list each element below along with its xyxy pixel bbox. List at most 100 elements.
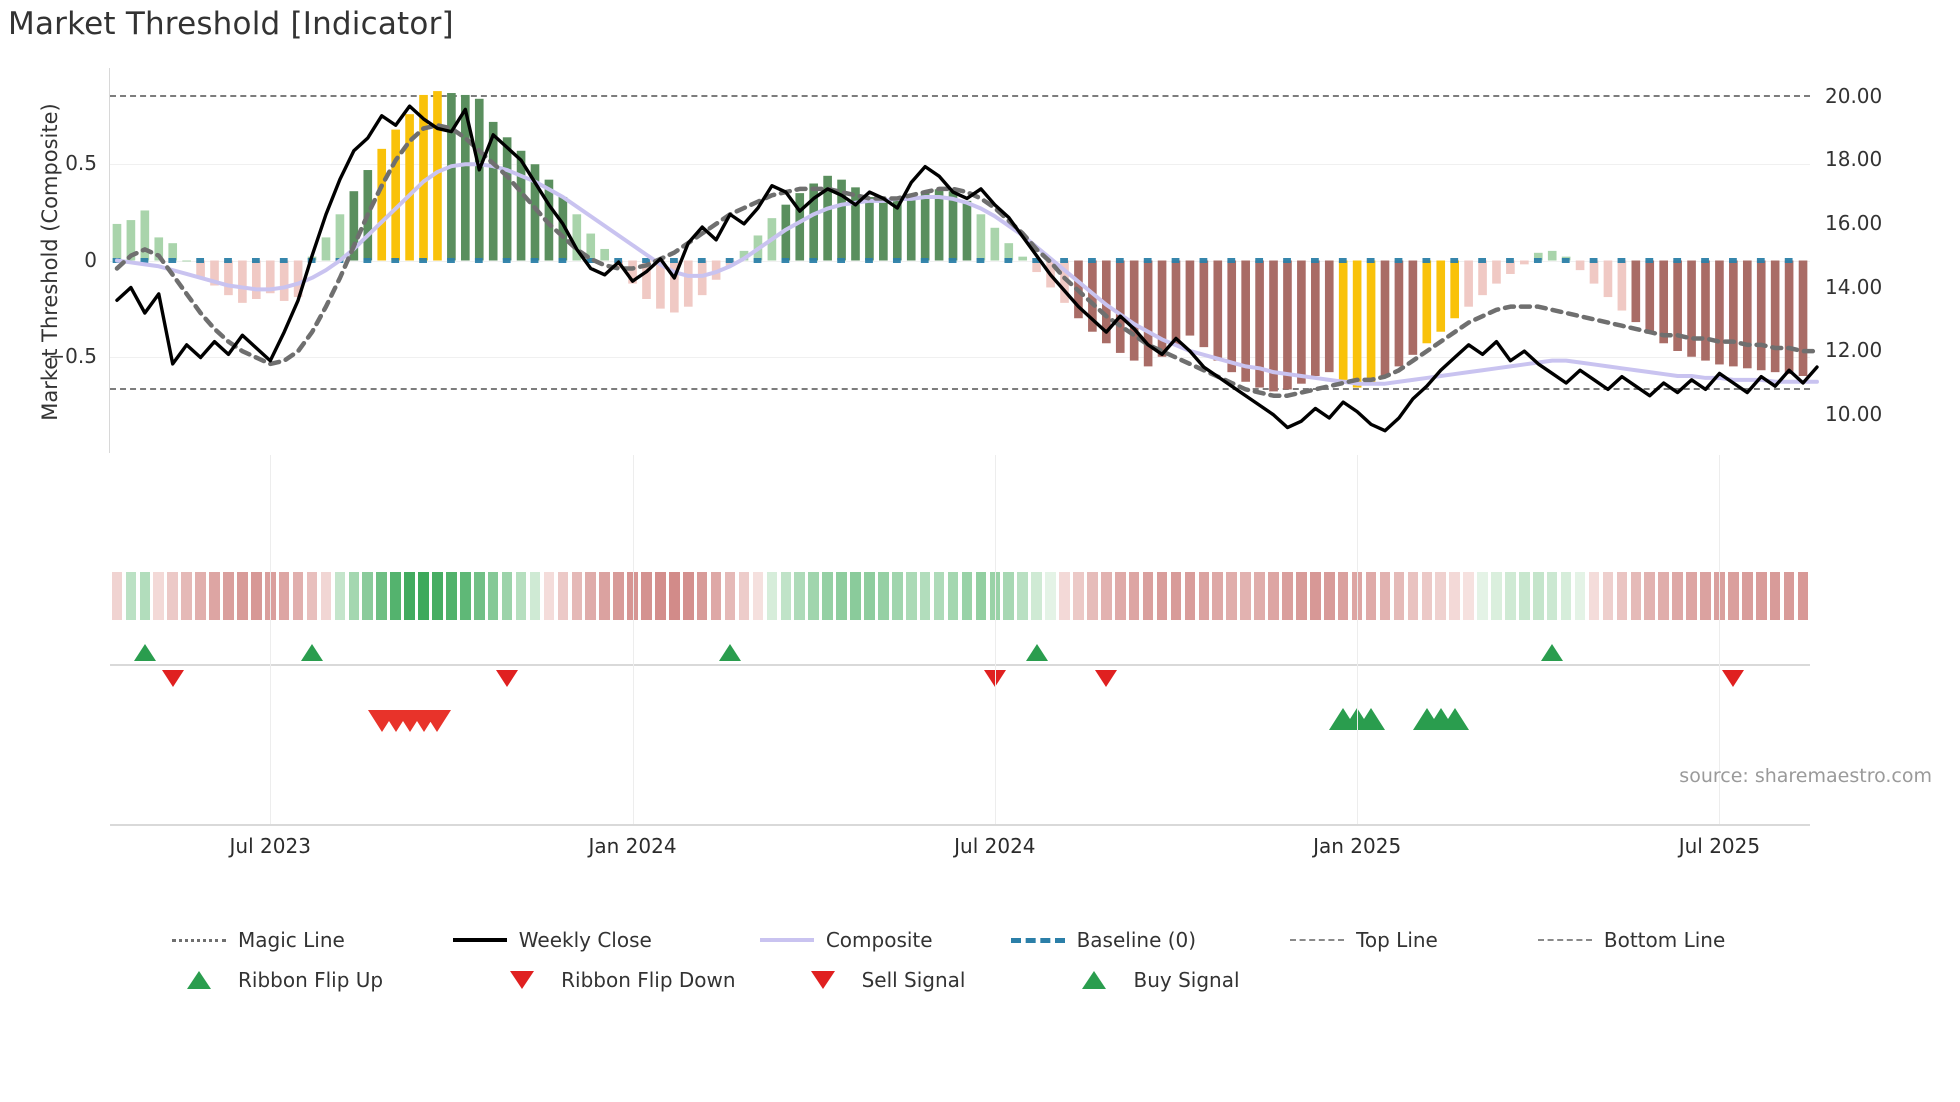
baseline-dash bbox=[530, 258, 539, 263]
ribbon-cell bbox=[1337, 572, 1349, 620]
ribbon-cell bbox=[613, 572, 624, 620]
baseline-dash bbox=[1450, 258, 1459, 263]
threshold-bar bbox=[823, 175, 832, 261]
ribbon-cell bbox=[1449, 572, 1460, 620]
ribbon-cell bbox=[1003, 572, 1015, 620]
ribbon-cell bbox=[1546, 572, 1558, 620]
threshold-bar bbox=[1506, 260, 1515, 274]
ribbon-cell bbox=[1365, 572, 1377, 620]
triangle-down-icon bbox=[510, 971, 535, 989]
ribbon-cell bbox=[1519, 572, 1530, 620]
threshold-bar bbox=[1729, 260, 1738, 367]
x-tick-line bbox=[994, 455, 996, 825]
baseline-dash bbox=[363, 258, 372, 263]
x-tick-line bbox=[1719, 455, 1721, 825]
baseline-dash bbox=[1227, 258, 1236, 263]
threshold-bar bbox=[1575, 260, 1585, 271]
threshold-bar bbox=[1129, 260, 1139, 361]
dashed-line-icon-wrap bbox=[1536, 939, 1594, 941]
baseline-dash bbox=[224, 258, 232, 263]
baseline-dash bbox=[1729, 258, 1737, 263]
y-tick-right: 16.00 bbox=[1825, 210, 1883, 235]
ribbon-cell bbox=[264, 572, 276, 620]
ribbon-cell bbox=[1045, 572, 1056, 620]
ribbon-cell bbox=[195, 572, 206, 620]
triangle-up-icon-wrap bbox=[1065, 971, 1123, 989]
ribbon-cell bbox=[543, 572, 555, 620]
ribbon-cell bbox=[1156, 572, 1168, 620]
legend-item[interactable]: Sell Signal bbox=[794, 968, 965, 992]
threshold-bar bbox=[182, 260, 191, 262]
ribbon-cell bbox=[1421, 572, 1433, 620]
threshold-bar bbox=[1770, 260, 1780, 373]
legend-item[interactable]: Ribbon Flip Down bbox=[493, 968, 736, 992]
threshold-bar bbox=[1283, 260, 1292, 390]
legend-item[interactable]: Weekly Close bbox=[451, 928, 652, 952]
threshold-bar bbox=[1269, 260, 1278, 392]
x-tick-label: Jan 2024 bbox=[588, 834, 677, 858]
threshold-bar bbox=[447, 93, 456, 261]
ribbon-cell bbox=[864, 572, 875, 620]
ribbon-cell bbox=[1310, 572, 1321, 620]
ribbon-cell bbox=[223, 572, 234, 620]
threshold-bar bbox=[865, 196, 874, 261]
baseline-dash bbox=[474, 258, 483, 263]
baseline-dash bbox=[837, 258, 846, 263]
ribbon-cell bbox=[348, 572, 360, 620]
ribbon-cell bbox=[1560, 572, 1572, 620]
threshold-bar bbox=[433, 91, 442, 261]
baseline-dash bbox=[1561, 258, 1570, 263]
baseline-dash bbox=[670, 258, 678, 263]
threshold-bar bbox=[1311, 260, 1320, 376]
ribbon-cell bbox=[627, 572, 638, 620]
ribbon-cell bbox=[153, 572, 165, 620]
baseline-dash bbox=[1784, 258, 1793, 263]
legend-item[interactable]: Bottom Line bbox=[1536, 928, 1725, 952]
bottom-line bbox=[110, 387, 1810, 390]
ribbon-cell bbox=[822, 572, 833, 620]
baseline-dash bbox=[502, 258, 511, 263]
y-tick-left: 0 bbox=[84, 247, 97, 272]
threshold-bar bbox=[154, 237, 164, 261]
threshold-bar bbox=[976, 214, 986, 261]
ribbon-cell bbox=[1282, 572, 1293, 620]
threshold-bar bbox=[1004, 243, 1014, 261]
legend-item[interactable]: Magic Line bbox=[170, 928, 345, 952]
x-axis-rule bbox=[110, 824, 1810, 826]
indicator-chart bbox=[112, 91, 1820, 433]
baseline-dash bbox=[920, 258, 929, 263]
threshold-bar bbox=[1617, 260, 1627, 311]
threshold-bar bbox=[265, 260, 275, 294]
threshold-bar bbox=[474, 98, 484, 261]
baseline-dash bbox=[809, 258, 818, 263]
baseline-dash bbox=[1422, 258, 1431, 263]
ribbon-cell bbox=[1435, 572, 1447, 620]
legend-item[interactable]: Buy Signal bbox=[1065, 968, 1240, 992]
magic-line bbox=[114, 123, 1820, 398]
dotted-line-icon-wrap bbox=[170, 938, 228, 942]
threshold-bar bbox=[795, 193, 805, 261]
ribbon-cell bbox=[1212, 572, 1224, 620]
threshold-bar bbox=[516, 150, 526, 261]
ribbon-cell bbox=[515, 572, 527, 620]
ribbon-cell bbox=[432, 572, 443, 620]
ribbon-cell bbox=[1602, 572, 1614, 620]
threshold-bar bbox=[1227, 260, 1237, 373]
legend-item[interactable]: Ribbon Flip Up bbox=[170, 968, 383, 992]
ribbon-cell bbox=[1393, 572, 1405, 620]
threshold-bar bbox=[1380, 260, 1390, 376]
ribbon-cell bbox=[1017, 572, 1028, 620]
legend-item[interactable]: Top Line bbox=[1288, 928, 1438, 952]
threshold-bar bbox=[1520, 260, 1529, 265]
threshold-bar bbox=[112, 223, 122, 261]
gridline-left bbox=[110, 356, 1810, 358]
baseline-dash bbox=[419, 258, 427, 263]
legend-item[interactable]: Composite bbox=[758, 928, 933, 952]
threshold-bar bbox=[1422, 260, 1432, 344]
legend-item-label: Buy Signal bbox=[1133, 968, 1240, 992]
x-tick-label: Jan 2025 bbox=[1313, 834, 1402, 858]
threshold-bar bbox=[335, 214, 345, 261]
threshold-bar bbox=[1018, 256, 1028, 261]
solid-line-icon-wrap bbox=[758, 938, 816, 942]
legend-item[interactable]: Baseline (0) bbox=[1009, 928, 1196, 952]
